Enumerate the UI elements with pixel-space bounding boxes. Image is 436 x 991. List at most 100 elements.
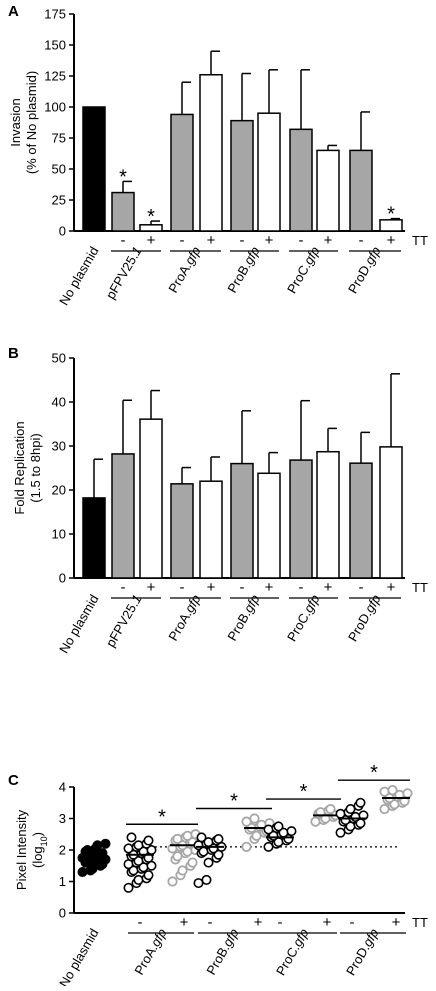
x-category-label: ProC.gfp bbox=[284, 592, 323, 644]
tt-label: TT bbox=[412, 915, 428, 930]
x-category-label: pFPV25.1 bbox=[103, 592, 145, 650]
data-point bbox=[123, 882, 134, 893]
data-point bbox=[249, 813, 260, 824]
bar bbox=[316, 450, 340, 579]
bar bbox=[199, 74, 223, 232]
significance-star: * bbox=[300, 781, 308, 803]
data-point bbox=[203, 857, 214, 868]
bar bbox=[349, 149, 373, 232]
x-category-label: No plasmid bbox=[56, 926, 102, 986]
tt-minus-sign: - bbox=[208, 914, 213, 931]
tt-minus-sign: - bbox=[299, 579, 304, 596]
y-axis-title: Invasion bbox=[8, 98, 23, 146]
tt-minus-sign: - bbox=[240, 232, 245, 249]
y-axis-subtitle: (% of No plasmid) bbox=[24, 71, 39, 174]
tt-plus-sign: + bbox=[180, 914, 189, 931]
data-point bbox=[335, 827, 346, 838]
data-point bbox=[182, 830, 193, 841]
tt-label: TT bbox=[412, 233, 428, 248]
x-category-label: ProC.gfp bbox=[284, 244, 323, 296]
tt-plus-sign: + bbox=[324, 232, 333, 249]
tt-plus-sign: + bbox=[265, 232, 274, 249]
y-tick-label: 0 bbox=[59, 906, 66, 921]
tt-plus-sign: + bbox=[265, 579, 274, 596]
y-tick-label: 50 bbox=[52, 351, 66, 366]
tt-minus-sign: - bbox=[359, 579, 364, 596]
y-tick-label: 2 bbox=[59, 843, 66, 858]
bar bbox=[111, 191, 135, 232]
bar bbox=[199, 480, 223, 579]
significance-star: * bbox=[147, 206, 155, 228]
data-point bbox=[196, 832, 207, 843]
panel-letter: C bbox=[8, 772, 19, 789]
tt-minus-sign: - bbox=[278, 914, 283, 931]
data-point bbox=[143, 835, 154, 846]
bar bbox=[349, 462, 373, 579]
y-tick-label: 175 bbox=[44, 7, 66, 22]
significance-star: * bbox=[370, 762, 378, 784]
bar bbox=[139, 418, 163, 579]
x-category-label: ProC.gfp bbox=[273, 926, 312, 978]
y-tick-label: 75 bbox=[52, 131, 66, 146]
bar bbox=[257, 112, 281, 232]
data-point bbox=[335, 808, 346, 819]
data-point bbox=[325, 803, 336, 815]
bar bbox=[230, 119, 254, 232]
y-tick-label: 20 bbox=[52, 483, 66, 498]
tt-minus-sign: - bbox=[138, 914, 143, 931]
tt-minus-sign: - bbox=[180, 232, 185, 249]
bar bbox=[111, 453, 135, 579]
data-point bbox=[193, 878, 204, 889]
x-category-label: ProB.gfp bbox=[224, 244, 262, 295]
y-tick-label: 50 bbox=[52, 162, 66, 177]
data-point bbox=[286, 826, 297, 837]
bar bbox=[82, 497, 106, 579]
panel-letter: B bbox=[8, 345, 19, 362]
x-category-label: No plasmid bbox=[56, 244, 102, 308]
panel-c: C 0 1 2 3 4 Pixel Intensity (log10) No plasmid Pr… bbox=[8, 762, 428, 990]
significance-star: * bbox=[387, 204, 395, 226]
panel-a: A 0 25 50 75 100 125 150 175 Invasion (% of No pla… bbox=[8, 3, 428, 308]
data-point bbox=[241, 841, 252, 852]
bar bbox=[170, 483, 194, 579]
y-axis-title: Pixel Intensity bbox=[14, 809, 29, 890]
data-point bbox=[387, 785, 398, 796]
data-point bbox=[100, 838, 111, 849]
x-category-label: ProA.gfp bbox=[165, 592, 203, 643]
bar bbox=[379, 446, 403, 579]
y-tick-label: 100 bbox=[44, 100, 66, 115]
data-point bbox=[123, 843, 134, 854]
x-category-label: ProA.gfp bbox=[165, 244, 203, 295]
bar bbox=[257, 472, 281, 579]
y-tick-label: 25 bbox=[52, 193, 66, 208]
data-point bbox=[167, 876, 178, 887]
bar bbox=[230, 462, 254, 579]
data-point bbox=[355, 797, 366, 808]
tt-plus-sign: + bbox=[323, 914, 332, 931]
y-tick-label: 10 bbox=[52, 527, 66, 542]
significance-star: * bbox=[230, 791, 238, 813]
tt-label: TT bbox=[412, 580, 428, 595]
x-category-label: ProB.gfp bbox=[203, 926, 241, 977]
y-tick-label: 4 bbox=[59, 780, 66, 795]
tt-plus-sign: + bbox=[207, 579, 216, 596]
tt-plus-sign: + bbox=[324, 579, 333, 596]
y-axis-subtitle: (log10) bbox=[30, 832, 49, 868]
tt-plus-sign: + bbox=[207, 232, 216, 249]
x-category-label: ProD.gfp bbox=[345, 592, 384, 644]
data-point bbox=[143, 870, 154, 881]
tt-plus-sign: + bbox=[387, 232, 396, 249]
tt-plus-sign: + bbox=[387, 579, 396, 596]
x-category-label: pFPV25.1 bbox=[103, 244, 145, 302]
tt-minus-sign: - bbox=[180, 579, 185, 596]
tt-plus-sign: + bbox=[254, 914, 263, 931]
y-axis-subtitle: (1.5 to 8hpi) bbox=[28, 433, 43, 502]
data-point bbox=[273, 821, 284, 832]
data-point bbox=[172, 833, 183, 845]
tt-plus-sign: + bbox=[147, 579, 156, 596]
tt-minus-sign: - bbox=[350, 914, 355, 931]
y-tick-label: 0 bbox=[59, 571, 66, 586]
data-point bbox=[126, 832, 137, 843]
y-tick-label: 150 bbox=[44, 38, 66, 53]
